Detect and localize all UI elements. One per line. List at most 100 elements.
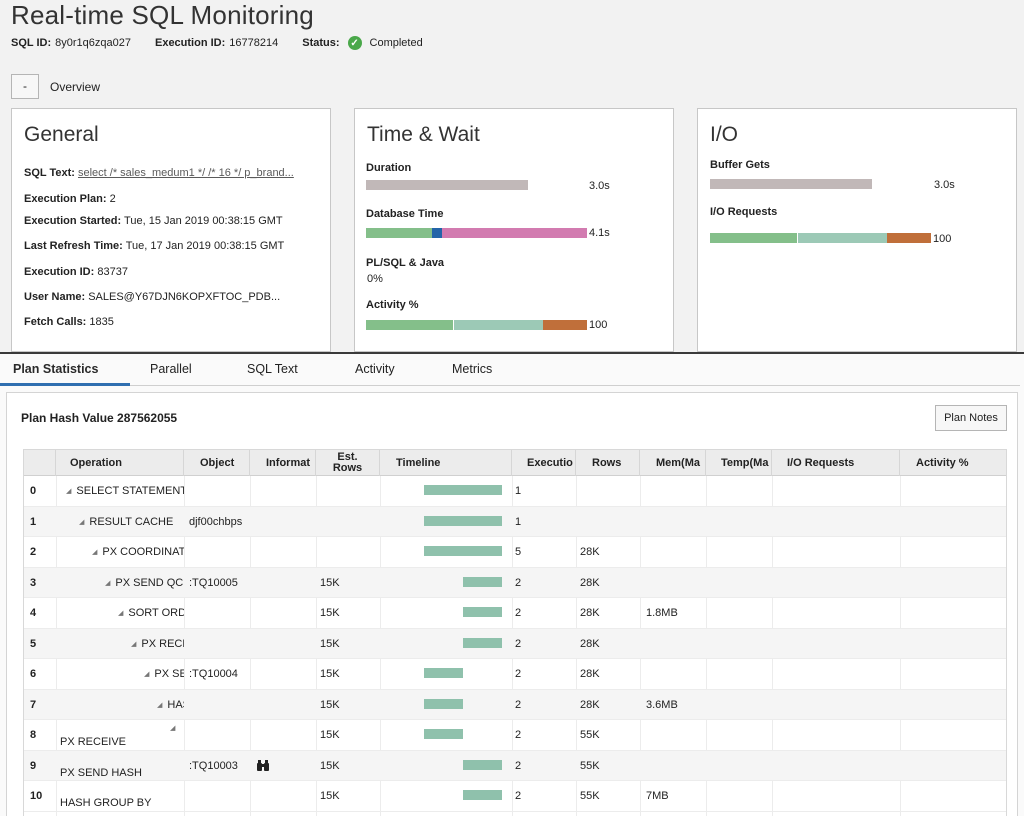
table-row[interactable]: 1 ◢ RESULT CACHE djf00chbps 1 — [24, 506, 1006, 537]
table-row[interactable]: 5 ◢ PX RECEIVE 15K 2 28K — [24, 628, 1006, 659]
timeline-bar[interactable] — [463, 607, 502, 617]
col-header-rows[interactable]: Rows — [576, 450, 640, 476]
operation-cell[interactable]: ◢ PX RECEIVE — [60, 720, 184, 750]
timeline-bar[interactable] — [424, 729, 463, 739]
operation-cell[interactable]: ◢ SORT ORDER BY — [118, 598, 184, 628]
time-wait-card: Time & Wait Duration 3.0s Database Time … — [354, 108, 674, 352]
memory-cell — [646, 751, 704, 781]
tab-activity[interactable]: Activity — [355, 362, 395, 376]
tab-plan-statistics[interactable]: Plan Statistics — [13, 362, 99, 376]
details-region: Plan Statistics Parallel SQL Text Activi… — [0, 354, 1024, 816]
table-row[interactable]: 8 ◢ PX RECEIVE 15K 2 55K — [24, 720, 1006, 751]
table-row[interactable]: 7 ◢ HASH 15K 2 28K 3.6MB — [24, 689, 1006, 720]
collapse-triangle-icon[interactable]: ◢ — [79, 518, 85, 526]
io-requests-bar[interactable] — [710, 233, 931, 243]
timeline-bar[interactable] — [463, 637, 502, 648]
check-circle-icon: ✓ — [347, 36, 362, 50]
memory-cell: 3.6MB — [646, 698, 678, 711]
operation-cell[interactable]: ◢ PX SEND — [144, 659, 184, 689]
timeline-bar[interactable] — [424, 485, 502, 495]
tab-parallel[interactable]: Parallel — [150, 362, 192, 376]
general-execution-id-label: Execution ID: — [24, 266, 95, 278]
executions-cell: 5 — [515, 546, 522, 558]
detail-tabs: Plan Statistics Parallel SQL Text Activi… — [0, 354, 1020, 386]
collapse-triangle-icon[interactable]: ◢ — [66, 488, 72, 495]
col-header-est-rows[interactable]: Est. Rows — [316, 450, 380, 476]
operation-label: SORT ORDER BY — [128, 607, 184, 619]
object-cell: djf00chbps — [189, 515, 243, 528]
memory-cell: 1.8MB — [646, 607, 678, 619]
operation-cell[interactable]: ◢ RESULT CACHE — [79, 507, 184, 537]
operation-cell[interactable]: ◢ PX COORDINATOR — [92, 537, 184, 567]
col-header-object[interactable]: Object — [184, 450, 250, 476]
io-title: I/O — [710, 123, 739, 146]
timeline-bar[interactable] — [463, 790, 502, 800]
col-header-memory[interactable]: Mem(Ma — [640, 450, 706, 476]
object-cell: :TQ10004 — [189, 668, 238, 680]
col-header-io-requests[interactable]: I/O Requests — [772, 450, 900, 476]
collapse-triangle-icon[interactable]: ◢ — [157, 701, 163, 709]
memory-cell — [646, 507, 704, 537]
timeline-bar[interactable] — [463, 576, 502, 587]
col-header-executions[interactable]: Executio — [512, 450, 576, 476]
timeline-bar[interactable] — [463, 759, 502, 770]
table-row[interactable]: 3 ◢ PX SEND QC:TQ10005 15K 2 28K — [24, 567, 1006, 598]
col-header-activity[interactable]: Activity % — [916, 457, 969, 469]
execution-plan-label: Execution Plan: — [24, 193, 107, 205]
collapse-triangle-icon[interactable]: ◢ — [105, 579, 111, 587]
plsql-java-value: 0% — [367, 273, 383, 285]
activity-bar[interactable] — [366, 320, 587, 330]
user-name-label: User Name: — [24, 291, 86, 303]
table-row[interactable]: 9 PX SEND HASH:TQ10003 15K 2 55K — [24, 750, 1006, 781]
est-rows-cell: 15K — [320, 790, 340, 802]
execution-summary: SQL ID: 8y0r1q6zqa027 Execution ID: 167782… — [11, 36, 447, 50]
operation-cell[interactable]: ◢ SELECT STATEMENT — [66, 476, 184, 506]
tab-sql-text[interactable]: SQL Text — [247, 362, 298, 376]
buffer-gets-bar[interactable] — [710, 179, 872, 189]
collapse-overview-button[interactable]: - — [11, 74, 39, 99]
duration-bar[interactable] — [366, 180, 528, 190]
rows-cell: 28K — [580, 576, 600, 589]
col-header-timeline[interactable]: Timeline — [380, 450, 512, 476]
operation-cell[interactable]: ◢ HASH — [157, 690, 184, 720]
plan-notes-button[interactable]: Plan Notes — [935, 405, 1007, 431]
object-cell: :TQ10003 — [189, 759, 238, 772]
table-row[interactable]: 4 ◢ SORT ORDER BY 15K 2 28K 1.8MB — [24, 598, 1006, 629]
col-header-information[interactable]: Informat — [250, 450, 316, 476]
collapse-triangle-icon[interactable]: ◢ — [170, 725, 176, 732]
operation-cell[interactable]: HASH GROUP BY — [60, 781, 184, 811]
table-row[interactable]: 6 ◢ PX SEND:TQ10004 15K 2 28K — [24, 659, 1006, 690]
col-header-id — [24, 450, 56, 476]
table-row[interactable]: 0 ◢ SELECT STATEMENT 1 — [24, 476, 1006, 507]
sql-text-link[interactable]: select /* sales_medum1 */ /* 16 */ p_bra… — [78, 167, 294, 179]
database-time-label: Database Time — [366, 208, 444, 220]
timeline-bar[interactable] — [424, 515, 502, 526]
binoculars-icon[interactable] — [256, 751, 286, 781]
memory-cell — [646, 568, 704, 598]
rows-cell — [580, 507, 638, 537]
operation-cell[interactable]: PX SEND HASH — [60, 751, 184, 781]
col-header-operation[interactable]: Operation — [56, 450, 184, 476]
operation-cell[interactable]: ◢ PX SEND QC — [105, 568, 184, 598]
tab-metrics[interactable]: Metrics — [452, 362, 493, 376]
table-row[interactable]: 2 ◢ PX COORDINATOR 5 28K — [24, 537, 1006, 568]
timeline-bar[interactable] — [424, 546, 502, 556]
overview-label: Overview — [50, 80, 101, 94]
collapse-triangle-icon[interactable]: ◢ — [131, 640, 137, 648]
execution-id-value: 16778214 — [229, 37, 279, 49]
execution-started-value: Tue, 15 Jan 2019 00:38:15 GMT — [124, 215, 283, 227]
database-time-bar[interactable] — [366, 228, 587, 238]
status-label: Status: — [302, 37, 340, 49]
execution-started-label: Execution Started: — [24, 215, 122, 227]
collapse-triangle-icon[interactable]: ◢ — [92, 549, 98, 556]
col-header-temp[interactable]: Temp(Ma — [706, 450, 772, 476]
fetch-calls-label: Fetch Calls: — [24, 316, 87, 328]
object-cell: :TQ10005 — [189, 576, 238, 589]
collapse-triangle-icon[interactable]: ◢ — [144, 671, 150, 678]
table-row[interactable]: 10 HASH GROUP BY 15K 2 55K 7MB — [24, 781, 1006, 812]
object-cell — [189, 690, 249, 720]
collapse-triangle-icon[interactable]: ◢ — [118, 610, 124, 617]
operation-cell[interactable]: ◢ PX RECEIVE — [131, 629, 184, 659]
timeline-bar[interactable] — [424, 668, 463, 678]
timeline-bar[interactable] — [424, 698, 463, 709]
